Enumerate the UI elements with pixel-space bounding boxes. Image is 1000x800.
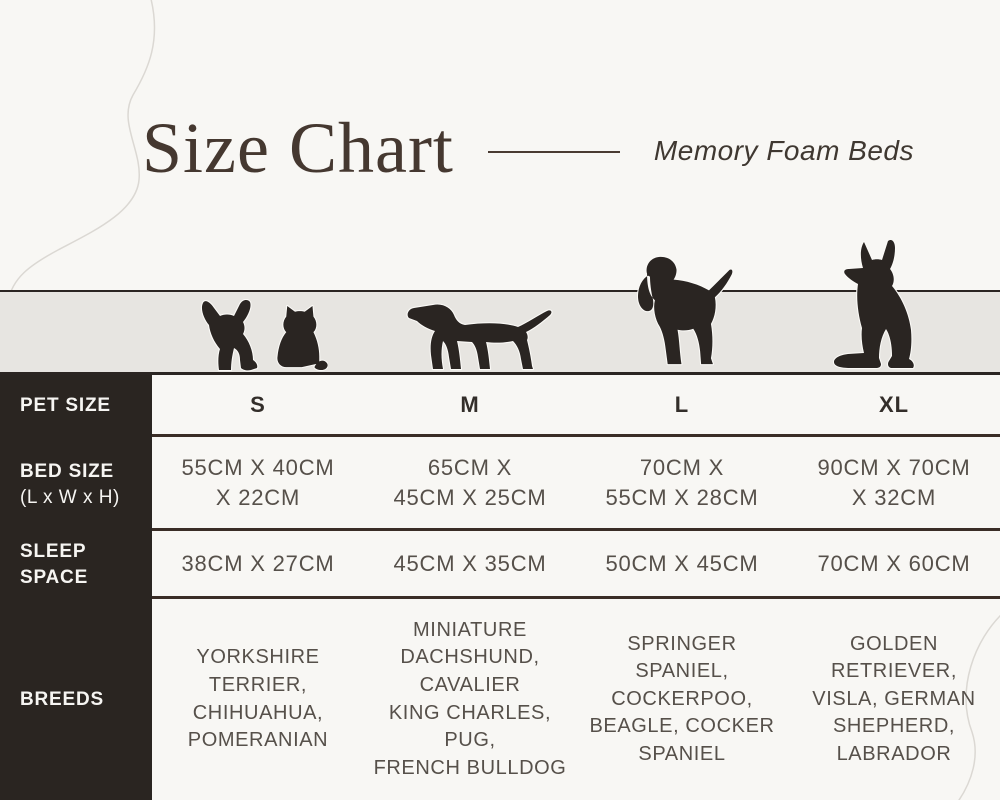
row-header-sleep-space: SLEEP SPACE [20,541,89,588]
row-header-column: PET SIZE BED SIZE (L x W x H) SLEEP SPAC… [0,375,152,800]
bed-size-s: 55CM X 40CM X 22CM [152,437,364,531]
size-table-body: S M L XL 55CM X 40CM X 22CM 65CM X 45CM … [152,375,1000,800]
column-header-xl: XL [788,375,1000,437]
sleep-space-m: 45CM X 35CM [364,531,576,599]
column-header-l: L [576,375,788,437]
row-header-pet-size: PET SIZE [20,395,111,417]
bottom-right-curve-icon [958,615,1000,800]
breeds-s: YORKSHIRE TERRIER, CHIHUAHUA, POMERANIAN [187,646,329,752]
page-title: Size Chart [142,108,454,188]
sleep-space-l: 50CM X 45CM [576,531,788,599]
row-header-bed-size: BED SIZE (L x W x H) [0,437,152,531]
chihuahua-icon [200,299,259,372]
bed-size-xl: 90CM X 70CM X 32CM [788,437,1000,531]
sleep-space-s: 38CM X 27CM [152,531,364,599]
breeds-l: SPRINGER SPANIEL, COCKERPOO, BEAGLE, COC… [589,632,775,765]
dachshund-icon [406,303,553,371]
column-header-m: M [364,375,576,437]
cocker-spaniel-icon [636,255,734,366]
column-header-s: S [152,375,364,437]
bed-size-l: 70CM X 55CM X 28CM [576,437,788,531]
breeds-m: MINIATURE DACHSHUND, CAVALIER KING CHARL… [373,618,567,779]
cat-icon [276,304,328,372]
page-subtitle: Memory Foam Beds [653,135,914,166]
bed-size-dimensions-note: (L x W x H) [20,487,120,509]
bed-size-m: 65CM X 45CM X 25CM [364,437,576,531]
sleep-space-xl: 70CM X 60CM [788,531,1000,599]
breeds-xl: GOLDEN RETRIEVER, VISLA, GERMAN SHEPHERD… [812,632,976,765]
header: Size Chart Memory Foam Beds [142,112,960,184]
top-left-curve-icon [7,0,156,303]
title-divider [487,151,620,153]
row-header-breeds: BREEDS [20,688,104,710]
german-shepherd-icon [832,240,915,370]
